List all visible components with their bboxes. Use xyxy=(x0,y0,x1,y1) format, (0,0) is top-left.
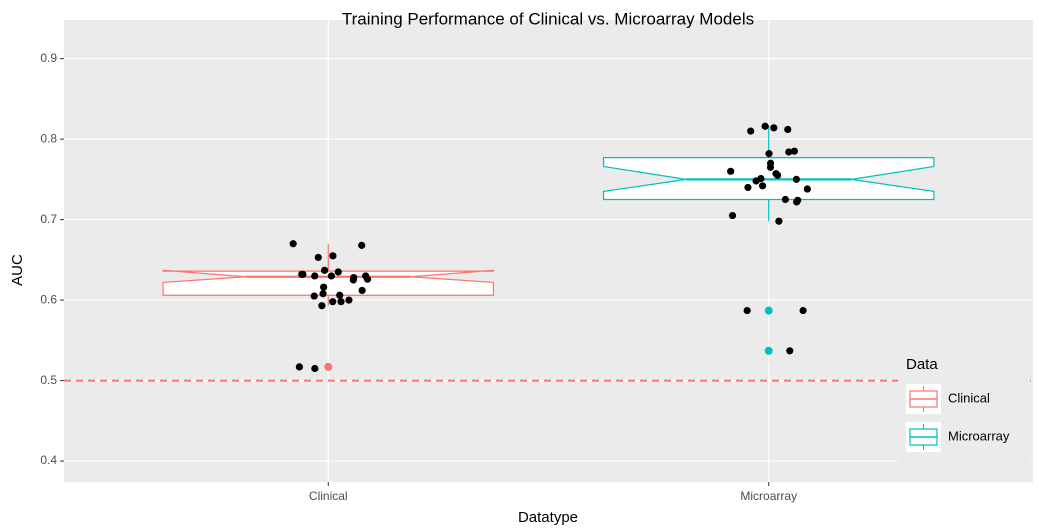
point xyxy=(320,283,328,291)
y-tick-label: 0.5 xyxy=(40,373,57,387)
point xyxy=(311,364,319,373)
point xyxy=(318,302,326,310)
x-tick-label: Microarray xyxy=(740,489,797,503)
y-tick-label: 0.7 xyxy=(40,212,57,226)
point xyxy=(310,292,318,300)
point xyxy=(299,270,307,278)
point xyxy=(349,276,357,284)
box xyxy=(162,269,495,296)
point xyxy=(329,252,337,260)
point xyxy=(799,306,807,315)
point xyxy=(320,266,329,274)
point xyxy=(766,163,775,171)
point xyxy=(728,211,737,220)
point xyxy=(744,183,752,192)
point xyxy=(363,275,372,283)
point xyxy=(336,291,344,299)
point xyxy=(761,122,769,130)
point xyxy=(345,296,353,304)
point xyxy=(770,124,778,132)
point xyxy=(747,127,755,135)
y-axis-title: AUC xyxy=(9,254,26,286)
point xyxy=(727,167,735,175)
point xyxy=(358,241,366,249)
point xyxy=(314,253,322,262)
point xyxy=(319,290,327,298)
legend-title: Data xyxy=(906,356,938,373)
x-tick-label: Clinical xyxy=(309,489,348,503)
point xyxy=(334,268,342,276)
panel xyxy=(64,20,1033,482)
point xyxy=(785,148,793,156)
legend-label: Clinical xyxy=(948,390,990,405)
point xyxy=(793,198,801,206)
point xyxy=(775,217,783,225)
point xyxy=(773,171,782,179)
point xyxy=(786,347,794,355)
point xyxy=(337,298,345,306)
outlier xyxy=(324,362,333,371)
chart-title: Training Performance of Clinical vs. Mic… xyxy=(342,9,754,28)
y-tick-label: 0.8 xyxy=(40,131,57,145)
legend-label: Microarray xyxy=(948,428,1010,443)
y-tick-label: 0.6 xyxy=(40,292,57,306)
point xyxy=(358,286,366,295)
point xyxy=(803,185,811,193)
point xyxy=(781,195,789,204)
outlier xyxy=(764,346,773,355)
legend-item: Microarray xyxy=(906,422,1010,452)
y-tick-label: 0.4 xyxy=(40,453,57,467)
point xyxy=(329,298,337,306)
point xyxy=(765,150,773,158)
point xyxy=(743,306,751,315)
point xyxy=(289,240,297,248)
point xyxy=(295,363,303,371)
point xyxy=(327,272,336,280)
point xyxy=(758,182,767,190)
x-axis-title: Datatype xyxy=(518,509,578,526)
point xyxy=(752,177,760,185)
point xyxy=(792,175,801,183)
y-tick-label: 0.9 xyxy=(40,51,57,65)
point xyxy=(790,147,798,155)
point xyxy=(311,272,319,280)
point xyxy=(784,125,792,134)
legend-item: Clinical xyxy=(906,384,990,414)
outlier xyxy=(764,306,773,315)
